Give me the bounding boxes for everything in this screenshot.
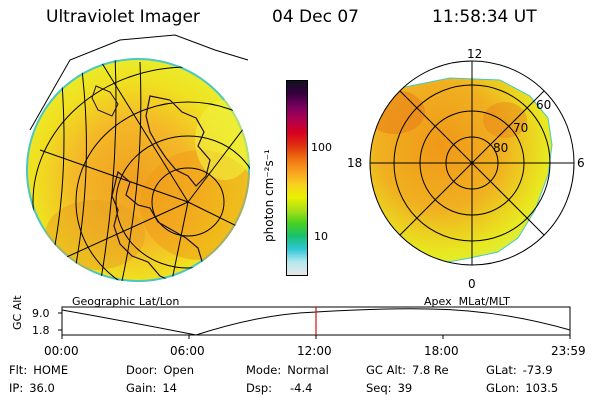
lat-label-60: 60 (536, 98, 552, 112)
glon-status: GLon: 103.5 (486, 381, 559, 395)
apex-label: Apex MLat/MLT (424, 295, 510, 308)
dsp-status: Dsp: -4.4 (246, 381, 313, 395)
ytick-1-8: 1.8 (32, 324, 50, 337)
door-value: Open (163, 363, 195, 377)
geographic-label: Geographic Lat/Lon (72, 295, 180, 308)
date-label: 04 Dec 07 (272, 7, 359, 27)
gain-status: Gain: 14 (126, 381, 177, 395)
mode-value: Normal (287, 363, 329, 377)
mode-label: Mode: (246, 363, 282, 377)
mlt-label-18: 18 (347, 156, 363, 170)
glat-value: -73.9 (522, 363, 553, 377)
mlt-label-6: 6 (577, 156, 585, 170)
xtick-2359: 23:59 (551, 344, 586, 358)
mlt-label-0: 0 (468, 277, 476, 291)
dsp-value: -4.4 (290, 381, 313, 395)
lat-label-70: 70 (513, 121, 529, 135)
xtick-0600: 06:00 (170, 344, 205, 358)
altitude-ylabel: GC Alt (11, 295, 24, 330)
glat-label: GLat: (486, 363, 517, 377)
gain-value: 14 (162, 381, 177, 395)
xtick-1200: 12:00 (297, 344, 332, 358)
gcalt-status: GC Alt: 7.8 Re (366, 363, 449, 377)
glon-label: GLon: (486, 381, 520, 395)
door-status: Door: Open (126, 363, 195, 377)
mode-status: Mode: Normal (246, 363, 329, 377)
gcalt-value: 7.8 Re (412, 363, 449, 377)
ip-label: IP: (9, 381, 24, 395)
instrument-title: Ultraviolet Imager (46, 7, 200, 27)
lat-label-80: 80 (493, 141, 509, 155)
seq-value: 39 (397, 381, 413, 395)
flt-label: Flt: (9, 363, 28, 377)
ytick-9: 9.0 (32, 307, 50, 320)
xtick-0000: 00:00 (44, 344, 79, 358)
mlt-label-12: 12 (467, 47, 483, 61)
dsp-label: Dsp: (246, 381, 273, 395)
seq-status: Seq: 39 (366, 381, 413, 395)
glat-status: GLat: -73.9 (486, 363, 553, 377)
colorbar-tick-10: 10 (314, 230, 328, 243)
door-label: Door: (126, 363, 158, 377)
ip-value: 36.0 (29, 381, 55, 395)
ip-status: IP: 36.0 (9, 381, 55, 395)
seq-label: Seq: (366, 381, 392, 395)
gcalt-label: GC Alt: (366, 363, 407, 377)
colorbar (286, 80, 308, 276)
colorbar-tick-100: 100 (311, 141, 332, 154)
flt-value: HOME (33, 363, 69, 377)
gain-label: Gain: (126, 381, 157, 395)
glon-value: 103.5 (525, 381, 559, 395)
flt-status: Flt: HOME (9, 363, 69, 377)
time-label: 11:58:34 UT (432, 7, 537, 27)
xtick-1800: 18:00 (424, 344, 459, 358)
